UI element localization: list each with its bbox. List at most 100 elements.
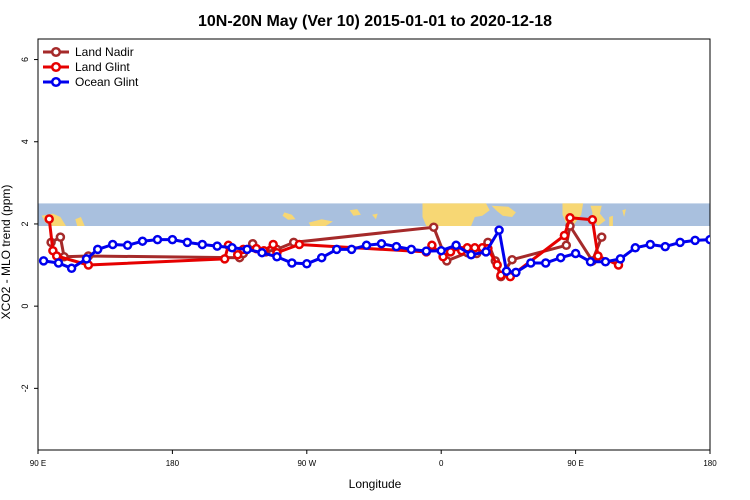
data-point-ocean-glint xyxy=(630,243,641,253)
data-point-ocean-glint xyxy=(53,258,64,268)
data-point-ocean-glint xyxy=(257,247,267,258)
world-map-strip xyxy=(38,203,710,227)
data-point-ocean-glint xyxy=(481,247,491,257)
data-point-land-glint xyxy=(593,251,603,261)
legend-marker xyxy=(50,61,62,73)
data-point-ocean-glint xyxy=(660,241,670,252)
data-point-ocean-glint xyxy=(346,244,357,255)
landmass xyxy=(609,215,613,226)
series-ocean-glint xyxy=(38,225,710,278)
legend-entry-land-nadir: Land Nadir xyxy=(43,45,134,59)
data-point-ocean-glint xyxy=(81,254,92,264)
x-tick-label: 90 W xyxy=(297,459,316,468)
data-point-ocean-glint xyxy=(585,257,596,267)
data-point-land-glint xyxy=(268,239,278,250)
series-layer xyxy=(38,213,710,282)
landmass xyxy=(349,209,361,216)
x-axis-label: Longitude xyxy=(349,477,402,491)
y-tick-label: 6 xyxy=(20,57,30,62)
legend-entry-ocean-glint: Ocean Glint xyxy=(43,75,139,89)
data-point-land-glint xyxy=(565,213,575,223)
legend-marker xyxy=(50,46,62,58)
y-tick-label: -2 xyxy=(20,384,30,392)
data-point-ocean-glint xyxy=(212,241,222,251)
data-point-land-nadir xyxy=(561,240,572,251)
data-point-ocean-glint xyxy=(92,244,103,255)
data-point-ocean-glint xyxy=(272,252,282,262)
data-point-ocean-glint xyxy=(600,257,611,267)
x-tick-label: 0 xyxy=(439,459,444,468)
data-point-ocean-glint xyxy=(421,246,432,256)
data-point-ocean-glint xyxy=(705,234,710,245)
y-tick-label: 0 xyxy=(20,304,30,309)
data-point-ocean-glint xyxy=(615,254,626,264)
data-point-ocean-glint xyxy=(316,252,327,263)
legend-label: Land Glint xyxy=(75,60,130,74)
y-tick-label: 2 xyxy=(20,221,30,226)
data-point-ocean-glint xyxy=(466,250,476,260)
x-tick-label: 180 xyxy=(703,459,717,468)
data-point-ocean-glint xyxy=(122,240,133,251)
data-point-ocean-glint xyxy=(167,234,178,245)
data-point-ocean-glint xyxy=(645,239,656,250)
landmass xyxy=(372,213,378,220)
data-point-ocean-glint xyxy=(361,240,372,251)
landmass xyxy=(622,209,626,217)
data-point-land-glint xyxy=(232,250,243,260)
y-axis-label: XCO2 - MLO trend (ppm) xyxy=(0,185,13,320)
x-axis: 90 E 180 90 W 0 90 E 180 xyxy=(30,450,717,468)
x-tick-label: 90 E xyxy=(567,459,583,468)
data-point-ocean-glint xyxy=(436,245,446,256)
data-point-ocean-glint xyxy=(197,239,208,250)
data-point-ocean-glint xyxy=(494,225,504,235)
data-point-land-glint xyxy=(294,239,305,250)
data-point-ocean-glint xyxy=(690,235,700,246)
legend-label: Land Nadir xyxy=(75,45,134,59)
data-point-land-nadir xyxy=(428,222,439,232)
data-point-ocean-glint xyxy=(675,237,685,248)
data-point-land-glint xyxy=(427,240,437,251)
x-tick-label: 180 xyxy=(166,459,180,468)
data-point-land-glint xyxy=(44,214,54,224)
data-point-ocean-glint xyxy=(66,263,77,274)
data-point-ocean-glint xyxy=(451,240,461,251)
series-line-land-nadir xyxy=(50,224,604,279)
y-tick-label: 4 xyxy=(20,139,30,144)
data-point-ocean-glint xyxy=(137,236,148,246)
landmass xyxy=(282,212,296,220)
plot-frame xyxy=(37,38,711,451)
data-point-ocean-glint xyxy=(540,258,551,268)
data-point-ocean-glint xyxy=(526,258,536,268)
data-point-ocean-glint xyxy=(152,234,163,245)
data-point-ocean-glint xyxy=(331,244,342,255)
legend-label: Ocean Glint xyxy=(75,75,139,89)
data-point-land-nadir xyxy=(507,254,517,265)
legend-marker xyxy=(50,76,62,88)
data-point-ocean-glint xyxy=(38,256,49,266)
y-axis: -2 0 2 4 6 xyxy=(20,57,38,392)
data-point-ocean-glint xyxy=(406,244,417,255)
series-line-ocean-glint xyxy=(43,228,710,274)
data-point-land-glint xyxy=(587,215,598,225)
data-point-ocean-glint xyxy=(570,248,581,259)
landmass xyxy=(75,217,85,226)
data-point-land-nadir xyxy=(55,232,66,242)
data-point-ocean-glint xyxy=(376,238,387,249)
data-point-ocean-glint xyxy=(501,266,512,276)
legend-entry-land-glint: Land Glint xyxy=(43,60,130,74)
landmass xyxy=(308,219,333,226)
data-point-ocean-glint xyxy=(287,258,297,268)
data-point-land-glint xyxy=(492,260,502,270)
data-point-land-glint xyxy=(219,254,230,264)
x-tick-label: 90 E xyxy=(30,459,46,468)
chart-title: 10N-20N May (Ver 10) 2015-01-01 to 2020-… xyxy=(198,13,552,30)
data-point-ocean-glint xyxy=(555,252,566,263)
series-land-nadir xyxy=(46,221,607,282)
data-point-land-nadir xyxy=(596,232,607,242)
data-point-ocean-glint xyxy=(391,241,402,252)
data-point-ocean-glint xyxy=(227,243,237,253)
data-point-land-glint xyxy=(559,230,570,241)
data-point-ocean-glint xyxy=(511,267,521,278)
